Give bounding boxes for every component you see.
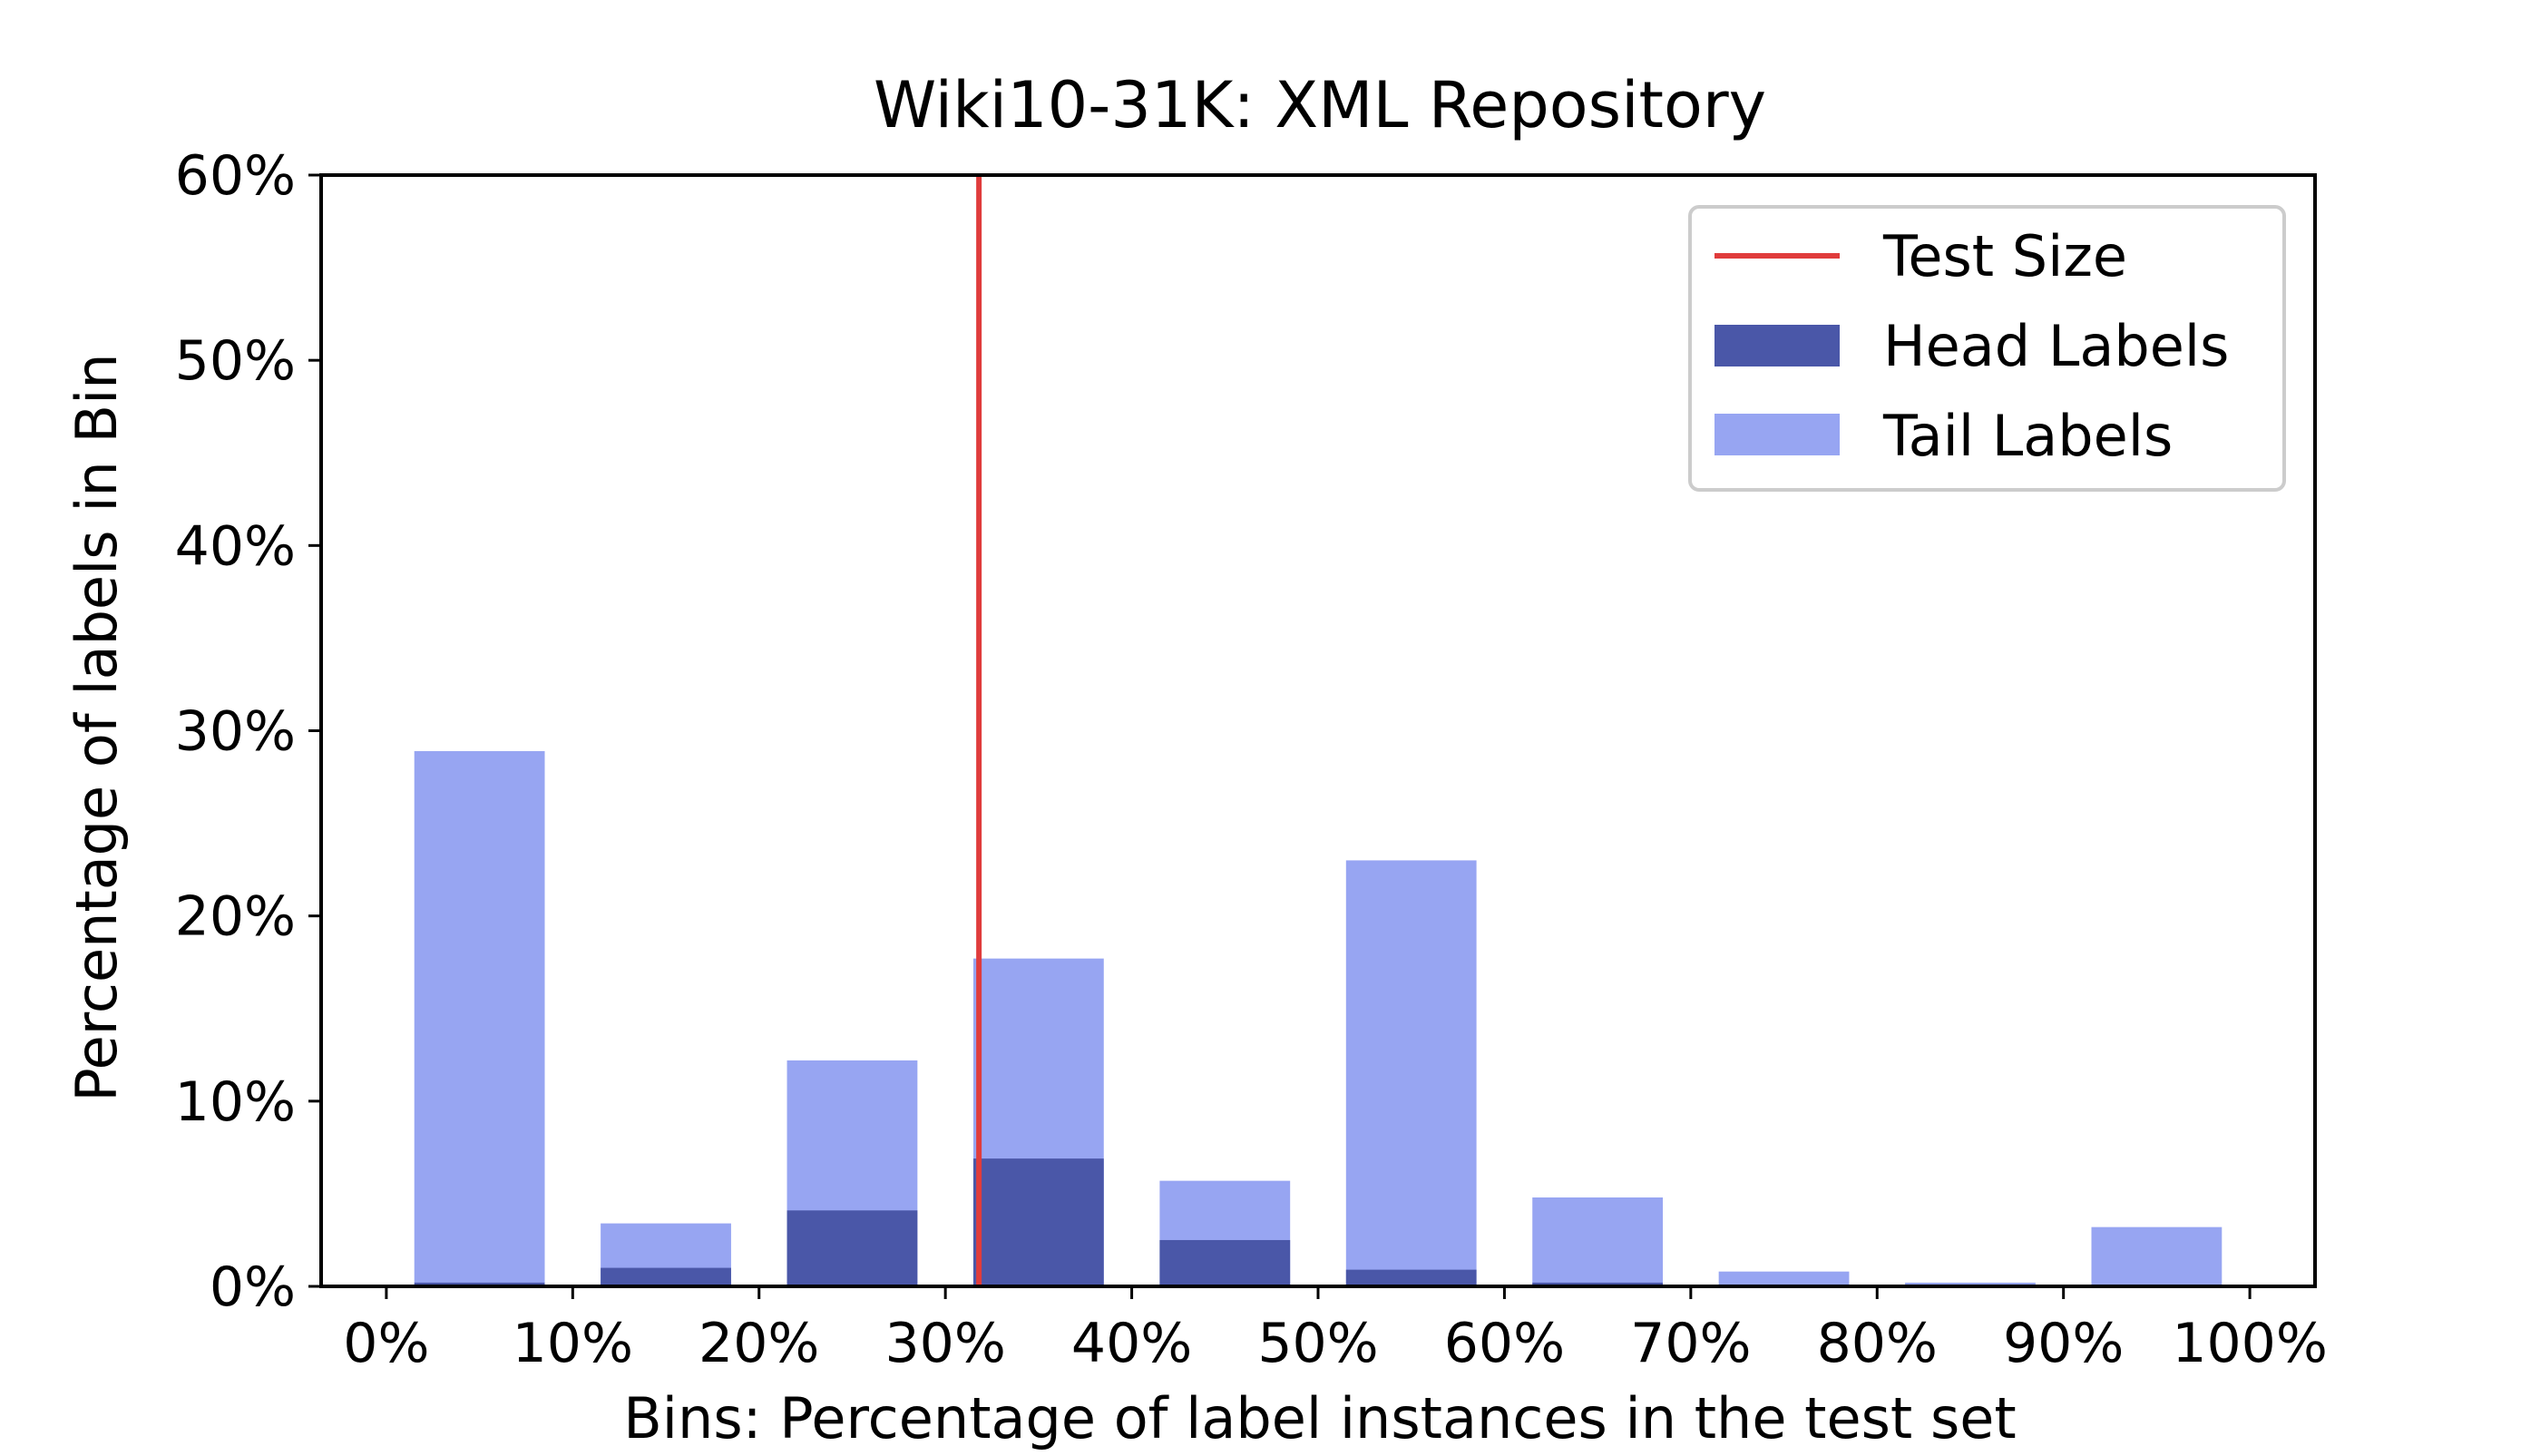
y-tick-label-0: 0%: [210, 1256, 296, 1319]
x-axis-ticks: 0% 10% 20% 30% 40% 50% 60% 70% 80% 90% 100%: [343, 1286, 2328, 1375]
y-tick-label-4: 40%: [175, 514, 296, 578]
x-tick-label-6: 60%: [1444, 1312, 1565, 1375]
bars-layer: [414, 750, 2222, 1286]
legend-head-labels-label: Head Labels: [1883, 313, 2229, 379]
x-tick-label-4: 40%: [1071, 1312, 1192, 1375]
y-axis-ticks: 0% 10% 20% 30% 40% 50% 60%: [175, 144, 321, 1319]
x-tick-label-10: 100%: [2172, 1312, 2328, 1375]
y-tick-label-3: 30%: [175, 700, 296, 764]
bar-head-labels-2: [786, 1210, 918, 1286]
chart-title: Wiki10-31K: XML Repository: [874, 68, 1766, 142]
x-axis-label: Bins: Percentage of label instances in t…: [623, 1385, 2016, 1451]
bar-head-labels-1: [601, 1267, 731, 1286]
x-tick-label-0: 0%: [343, 1312, 429, 1375]
legend-test-size-label: Test Size: [1882, 223, 2127, 289]
bar-head-labels-0: [414, 1282, 545, 1286]
y-axis-label: Percentage of labels in Bin: [64, 353, 130, 1101]
x-tick-label-2: 20%: [698, 1312, 819, 1375]
bar-tail-labels-8: [1905, 1282, 2036, 1286]
bar-tail-labels-7: [1718, 1271, 1850, 1286]
x-tick-label-1: 10%: [513, 1312, 633, 1375]
bar-head-labels-6: [1532, 1282, 1664, 1286]
y-tick-label-2: 20%: [175, 885, 296, 949]
legend-head-labels-swatch: [1714, 325, 1840, 366]
x-tick-label-9: 90%: [2003, 1312, 2124, 1375]
y-tick-label-1: 10%: [175, 1070, 296, 1134]
legend-tail-labels-label: Tail Labels: [1882, 403, 2173, 469]
x-tick-label-7: 70%: [1630, 1312, 1751, 1375]
y-tick-label-5: 50%: [175, 329, 296, 393]
bar-tail-labels-5: [1345, 860, 1477, 1286]
bar-head-labels-4: [1159, 1239, 1291, 1286]
x-tick-label-5: 50%: [1257, 1312, 1378, 1375]
legend: Test Size Head Labels Tail Labels: [1688, 205, 2286, 492]
bar-head-labels-3: [972, 1158, 1104, 1286]
legend-tail-labels-swatch: [1714, 414, 1840, 455]
x-tick-label-3: 30%: [884, 1312, 1005, 1375]
bar-tail-labels-0: [414, 750, 545, 1286]
x-tick-label-8: 80%: [1817, 1312, 1938, 1375]
bar-head-labels-5: [1345, 1269, 1477, 1286]
bar-tail-labels-6: [1532, 1197, 1664, 1286]
y-tick-label-6: 60%: [175, 144, 296, 208]
bar-tail-labels-9: [2091, 1226, 2222, 1286]
